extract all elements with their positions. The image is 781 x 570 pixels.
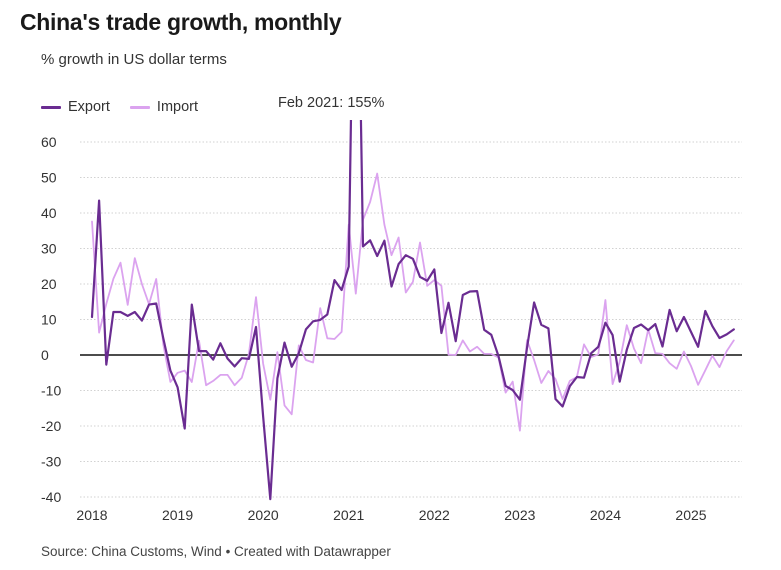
legend-item-import: Import	[129, 99, 199, 115]
legend-label-import: Import	[156, 99, 199, 115]
y-tick-label: 50	[41, 170, 57, 186]
y-tick-label: 40	[41, 205, 57, 221]
series-line-export	[90, 120, 735, 501]
x-tick-label: 2023	[504, 507, 535, 523]
chart-subtitle: % growth in US dollar terms	[41, 51, 227, 68]
series-line-import	[91, 172, 735, 432]
series-lines	[90, 120, 735, 501]
x-tick-label: 2022	[419, 507, 450, 523]
y-tick-label: 0	[41, 347, 49, 363]
legend-swatch-import	[129, 105, 150, 109]
x-tick-label: 2020	[248, 507, 279, 523]
x-tick-label: 2025	[675, 507, 706, 523]
x-tick-label: 2018	[76, 507, 107, 523]
source-note: Source: China Customs, Wind • Created wi…	[41, 544, 391, 559]
y-tick-label: -10	[41, 383, 61, 399]
legend: Export Import	[41, 99, 198, 115]
x-tick-label: 2019	[162, 507, 193, 523]
y-tick-label: -30	[41, 454, 61, 470]
gridlines	[80, 141, 742, 498]
y-tick-label: -40	[41, 489, 61, 505]
y-tick-label: 20	[41, 276, 57, 292]
y-axis-ticks: -40 -30 -20 -10 0 10 20 30 40 50 60	[41, 134, 61, 505]
y-tick-label: 30	[41, 241, 57, 257]
legend-swatch-export	[41, 105, 61, 109]
legend-item-export: Export	[41, 99, 110, 115]
peak-annotation: Feb 2021: 155%	[278, 95, 385, 111]
chart-title: China's trade growth, monthly	[20, 9, 342, 35]
x-axis-ticks: 2018 2019 2020 2021 2022 2023 2024 2025	[76, 507, 706, 523]
y-tick-label: 10	[41, 312, 57, 328]
x-tick-label: 2024	[590, 507, 621, 523]
legend-label-export: Export	[68, 99, 110, 115]
y-tick-label: -20	[41, 418, 61, 434]
x-tick-label: 2021	[333, 507, 364, 523]
y-tick-label: 60	[41, 134, 57, 150]
